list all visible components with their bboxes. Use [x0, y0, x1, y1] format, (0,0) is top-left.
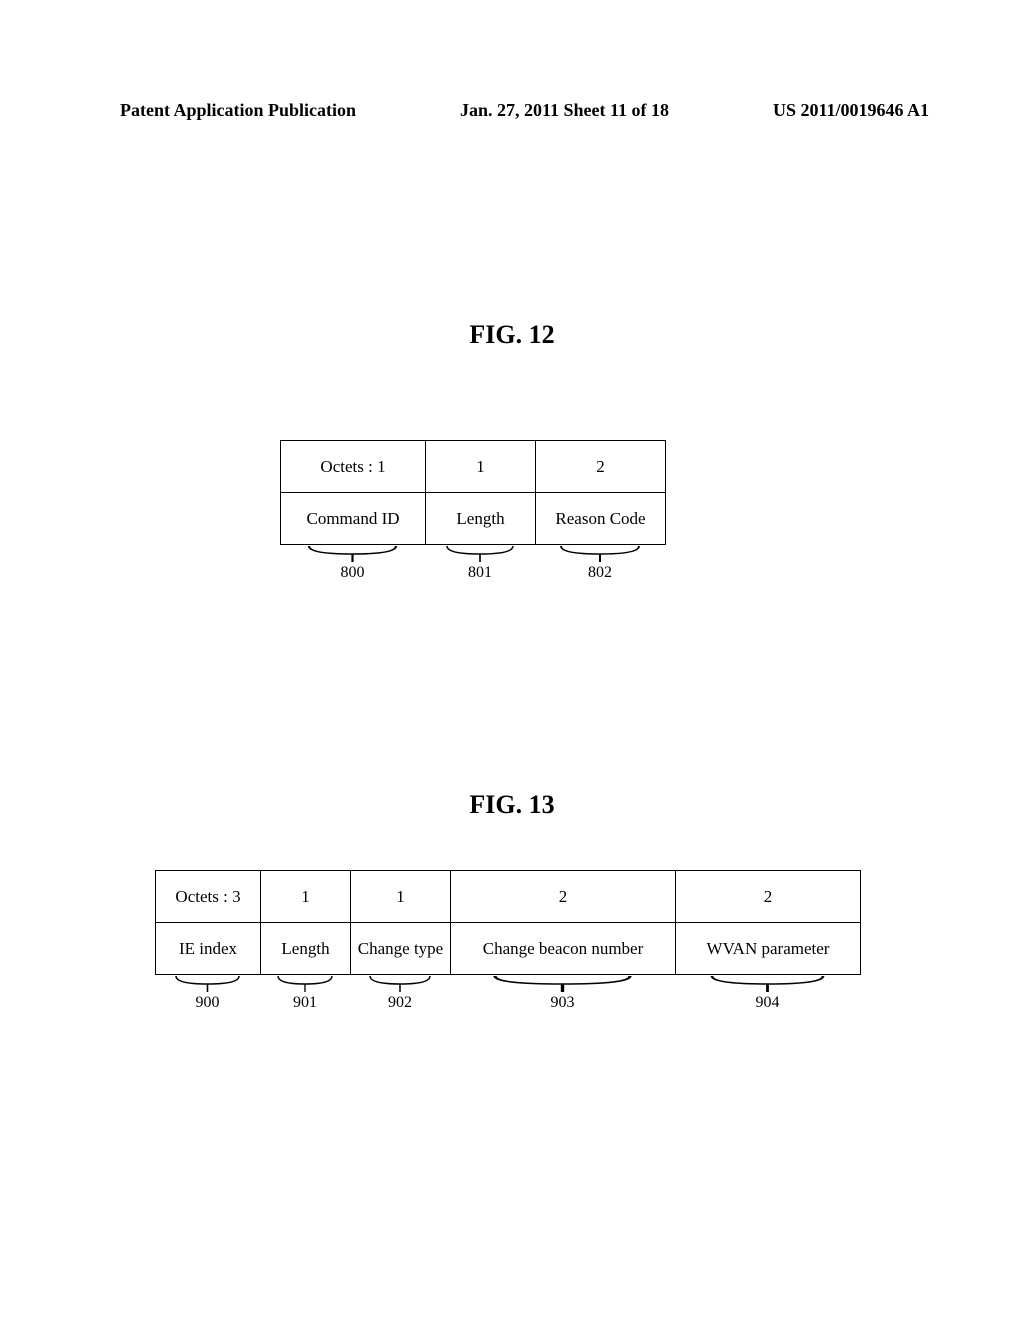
fig12-refs: 800 801 802 — [280, 544, 665, 582]
fig13-ref-3-label: 903 — [551, 994, 575, 1012]
fig13-ref-0-label: 900 — [196, 994, 220, 1012]
fig13-ref-0: 900 — [155, 974, 260, 1012]
fig13-octets-1: 1 — [261, 871, 351, 923]
fig12-octets-1: 1 — [426, 441, 536, 493]
header-left: Patent Application Publication — [120, 100, 356, 121]
fig13-ref-4: 904 — [675, 974, 860, 1012]
bracket-icon — [535, 544, 665, 566]
fig12-ref-2-label: 802 — [588, 564, 612, 582]
bracket-icon — [280, 544, 425, 566]
fig13-row-fields: IE index Length Change type Change beaco… — [156, 923, 861, 975]
fig13-field-0: IE index — [156, 923, 261, 975]
header-right: US 2011/0019646 A1 — [773, 100, 929, 121]
bracket-icon — [260, 974, 350, 996]
bracket-icon — [425, 544, 535, 566]
fig13-ref-4-label: 904 — [756, 994, 780, 1012]
bracket-icon — [155, 974, 260, 996]
fig13-ref-1-label: 901 — [293, 994, 317, 1012]
page-header: Patent Application Publication Jan. 27, … — [120, 100, 929, 121]
fig13-table: Octets : 3 1 1 2 2 IE index Length Chang… — [155, 870, 861, 975]
fig13-field-1: Length — [261, 923, 351, 975]
fig13-field-3: Change beacon number — [451, 923, 676, 975]
fig12-field-2: Reason Code — [536, 493, 666, 545]
fig12-ref-0-label: 800 — [341, 564, 365, 582]
bracket-icon — [450, 974, 675, 996]
fig13-field-2: Change type — [351, 923, 451, 975]
fig12-octets-0: Octets : 1 — [281, 441, 426, 493]
fig13-row-octets: Octets : 3 1 1 2 2 — [156, 871, 861, 923]
header-center: Jan. 27, 2011 Sheet 11 of 18 — [460, 100, 669, 121]
fig12-row-octets: Octets : 1 1 2 — [281, 441, 666, 493]
fig12-field-1: Length — [426, 493, 536, 545]
fig13-field-4: WVAN parameter — [676, 923, 861, 975]
fig12-title: FIG. 12 — [0, 320, 1024, 350]
fig12-octets-2: 2 — [536, 441, 666, 493]
bracket-icon — [350, 974, 450, 996]
fig12-row-fields: Command ID Length Reason Code — [281, 493, 666, 545]
bracket-icon — [675, 974, 860, 996]
fig12-ref-1-label: 801 — [468, 564, 492, 582]
fig13-title: FIG. 13 — [0, 790, 1024, 820]
fig13-octets-0: Octets : 3 — [156, 871, 261, 923]
fig13-octets-2: 1 — [351, 871, 451, 923]
fig13-ref-1: 901 — [260, 974, 350, 1012]
fig13-octets-4: 2 — [676, 871, 861, 923]
fig12-ref-1: 801 — [425, 544, 535, 582]
fig12-ref-0: 800 — [280, 544, 425, 582]
fig12-field-0: Command ID — [281, 493, 426, 545]
fig12-ref-2: 802 — [535, 544, 665, 582]
fig13-refs: 900 901 902 903 904 — [155, 974, 860, 1012]
fig13-ref-2: 902 — [350, 974, 450, 1012]
fig12-table: Octets : 1 1 2 Command ID Length Reason … — [280, 440, 666, 545]
fig13-ref-3: 903 — [450, 974, 675, 1012]
fig13-octets-3: 2 — [451, 871, 676, 923]
fig13-ref-2-label: 902 — [388, 994, 412, 1012]
